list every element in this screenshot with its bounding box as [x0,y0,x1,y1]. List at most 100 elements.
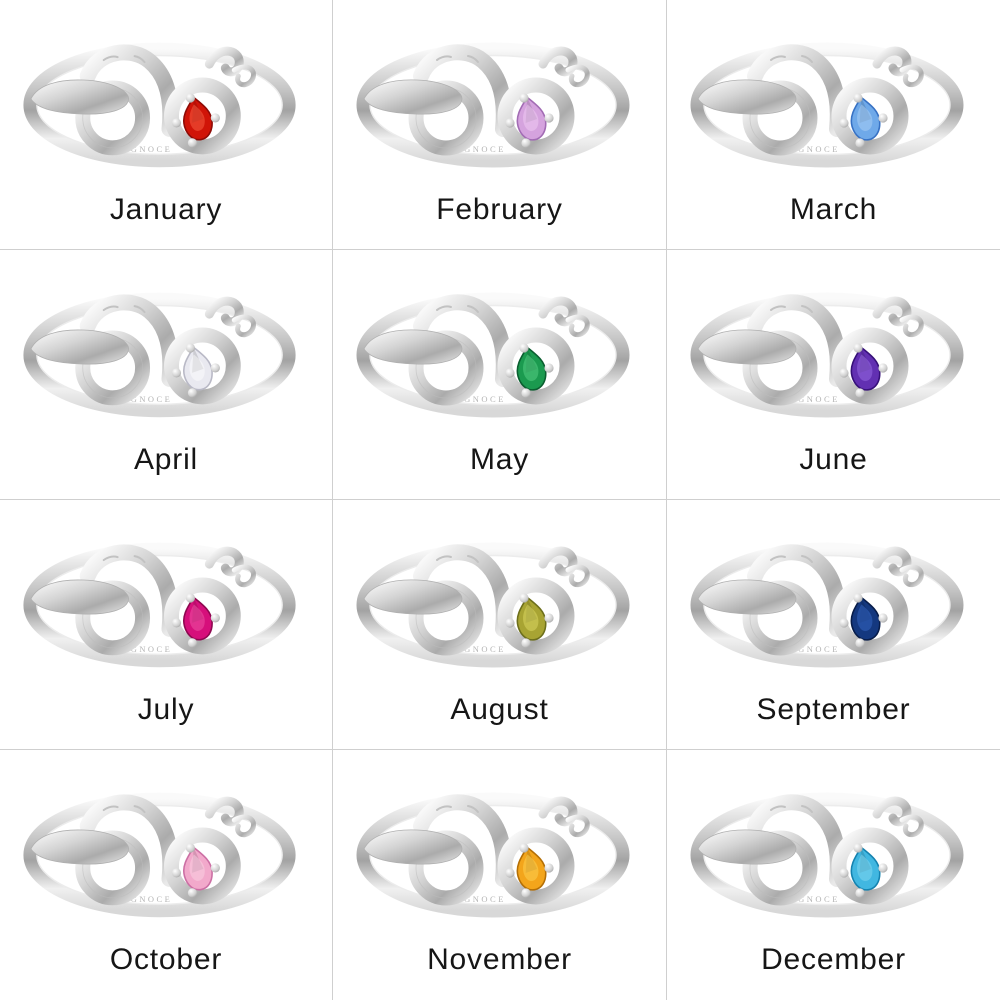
snake-motif [30,294,256,406]
prong-balls [171,343,220,398]
stone-plate [164,827,241,905]
snake-head [697,829,797,865]
ring-photo: GNOCE [356,542,630,668]
engraving-text: GNOCE [798,894,840,904]
birthstone-cell-september: GNOCE [667,500,1000,750]
snake-tail [204,296,244,327]
snake-motif [363,294,590,406]
prong-balls [839,593,888,648]
month-label: August [450,693,549,726]
snake-tail-curl [231,564,256,588]
snake-tail-curl [899,314,924,338]
birthstone-cell-february: GNOCE [333,0,667,250]
prong-balls [171,93,220,148]
snake-tail [538,796,578,827]
snake-tail [538,296,578,327]
prong-balls [505,93,554,148]
snake-motif [363,794,590,906]
prong-balls [171,593,220,648]
engraving-text: GNOCE [131,894,173,904]
snake-tail-curl [565,64,590,88]
engraving-text: GNOCE [464,144,506,154]
ring-photo: GNOCE [23,42,296,168]
ring-photo: GNOCE [356,792,630,918]
month-label: September [756,693,911,726]
snake-tail-curl [899,64,924,88]
engraving-text: GNOCE [798,644,840,654]
prong-balls [505,843,554,898]
snake-head [697,329,797,365]
stone-plate [831,577,909,655]
snake-tail-curl [899,564,924,588]
birthstone-gem [850,96,881,141]
engraving-text: GNOCE [131,644,173,654]
month-label: November [427,943,572,976]
engraving-text: GNOCE [131,144,173,154]
snake-motif [697,294,924,406]
birthstone-cell-may: GNOCE [333,250,667,500]
month-label: April [133,443,198,476]
snake-head [363,79,463,115]
month-label: October [109,943,223,976]
snake-motif [697,544,924,656]
snake-tail [872,796,912,827]
snake-motif [30,44,256,156]
ring-photo: GNOCE [690,542,964,668]
snake-tail [204,546,244,577]
engraving-text: GNOCE [798,144,840,154]
snake-head [30,579,130,615]
ring-band: GNOCE [23,42,296,168]
snake-tail [872,296,912,327]
snake-tail-curl [565,814,590,838]
ring-band: GNOCE [23,292,296,418]
prong-balls [505,593,554,648]
birthstone-gem [850,846,881,891]
birthstone-cell-april: GNOCE [0,250,333,500]
snake-tail-curl [231,64,256,88]
birthstone-gem [183,346,213,391]
snake-tail-curl [565,314,590,338]
snake-tail-curl [231,314,256,338]
snake-tail-curl [565,564,590,588]
snake-tail [204,46,244,77]
ring-band: GNOCE [356,292,630,418]
stone-plate [831,327,909,405]
stone-plate [831,827,909,905]
ring-band: GNOCE [356,542,630,668]
snake-tail [538,46,578,77]
birthstone-gem [516,846,547,891]
prong-balls [839,343,888,398]
stone-plate [497,77,575,155]
month-label: December [761,943,906,976]
snake-motif [363,544,590,656]
stone-plate [497,577,575,655]
ring-band: GNOCE [690,792,964,918]
snake-tail-curl [231,814,256,838]
birthstone-gem [516,596,547,641]
birthstone-gem [183,846,213,891]
snake-head [363,579,463,615]
prong-balls [505,343,554,398]
ring-band: GNOCE [23,542,296,668]
birthstone-cell-march: GNOCE [667,0,1000,250]
ring-band: GNOCE [23,792,296,918]
birthstone-gem [850,596,881,641]
snake-motif [30,794,256,906]
ring-photo: GNOCE [356,292,630,418]
ring-band: GNOCE [690,42,964,168]
birthstone-cell-october: GNOCE [0,750,333,1000]
prong-balls [839,93,888,148]
snake-head [30,79,130,115]
stone-plate [164,327,241,405]
birthstone-cell-july: GNOCE [0,500,333,750]
month-label: January [109,193,223,226]
stone-plate [497,827,575,905]
snake-motif [697,44,924,156]
prong-balls [171,843,220,898]
snake-head [363,829,463,865]
month-label: February [436,193,563,226]
ring-photo: GNOCE [690,42,964,168]
ring-band: GNOCE [690,292,964,418]
